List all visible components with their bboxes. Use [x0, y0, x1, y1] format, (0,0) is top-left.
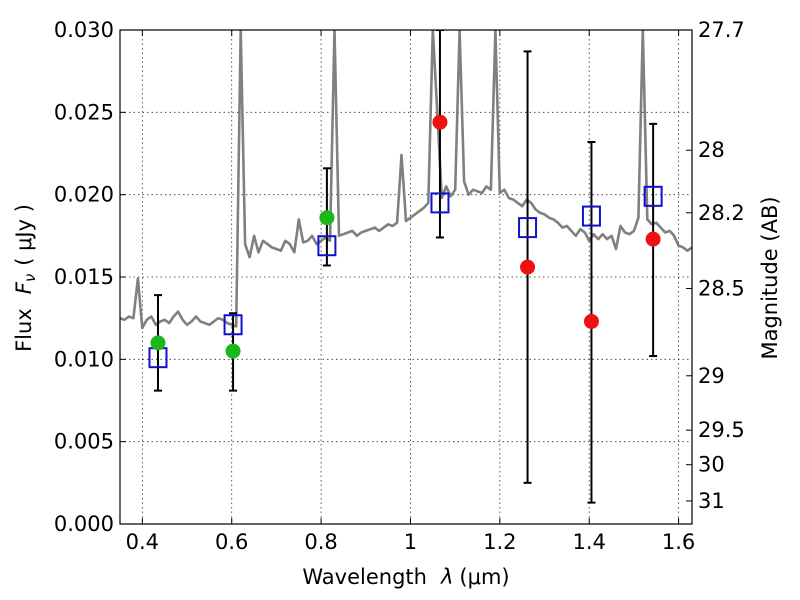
y2-tick-label: 29 [698, 364, 725, 388]
y-axis-title: Flux Fν ( μJy ) [12, 204, 39, 352]
plot-area [120, 30, 692, 504]
red-data-point [645, 231, 661, 247]
y-tick-label: 0.030 [54, 18, 114, 42]
x-axis: 0.4 0.6 0.8 1 1.2 1.4 1.6 [126, 30, 695, 554]
model-square-marker [643, 185, 663, 207]
y2-tick-label: 28.2 [698, 201, 745, 225]
x-axis-unit: (μm) [459, 565, 509, 589]
x-tick-label: 0.4 [126, 530, 159, 554]
model-square-marker [518, 217, 538, 239]
red-data-point [520, 259, 536, 275]
x-tick-label: 0.8 [304, 530, 337, 554]
x-tick-label: 1.6 [662, 530, 695, 554]
y-axis-unit: ( μJy ) [12, 204, 36, 266]
y-tick-label: 0.020 [54, 183, 114, 207]
y-tick-label: 0.025 [54, 100, 114, 124]
model-square-marker [317, 235, 337, 257]
x-tick-label: 1.4 [573, 530, 606, 554]
y2-tick-label: 28 [698, 138, 725, 162]
y-axis-right: 27.7 28 28.2 28.5 29 29.5 30 31 [686, 18, 745, 513]
y-axis-title-text: Flux [12, 308, 36, 352]
model-square-marker [581, 205, 601, 227]
green-data-point [150, 335, 166, 351]
x-axis-title-text: Wavelength [302, 565, 427, 589]
x-tick-label: 0.6 [215, 530, 248, 554]
y-tick-label: 0.010 [54, 347, 114, 371]
y2-tick-label: 27.7 [698, 18, 745, 42]
y-tick-label: 0.015 [54, 265, 114, 289]
y-axis-subscript: ν [21, 274, 39, 282]
red-data-point [432, 114, 448, 130]
x-tick-label: 1 [404, 530, 417, 554]
green-data-point [225, 343, 241, 359]
y2-tick-label: 28.5 [698, 277, 745, 301]
x-axis-title: Wavelength λ (μm) [302, 565, 509, 589]
y-axis-left: 0.000 0.005 0.010 0.015 0.020 0.025 0.030 [54, 18, 126, 536]
y-axis-symbol: F [12, 281, 36, 294]
grid [120, 30, 692, 524]
red-data-point [583, 313, 599, 329]
model-square-marker [430, 192, 450, 214]
x-axis-symbol: λ [440, 565, 453, 589]
y-tick-label: 0.000 [54, 512, 114, 536]
x-tick-label: 1.2 [483, 530, 516, 554]
green-data-point [319, 210, 335, 226]
spectrum-line [120, 30, 692, 330]
model-square-marker [223, 314, 243, 336]
y2-axis-title: Magnitude (AB) [758, 196, 782, 359]
y-tick-label: 0.005 [54, 430, 114, 454]
y2-tick-label: 30 [698, 453, 725, 477]
y2-tick-label: 31 [698, 489, 725, 513]
y2-tick-label: 29.5 [698, 418, 745, 442]
